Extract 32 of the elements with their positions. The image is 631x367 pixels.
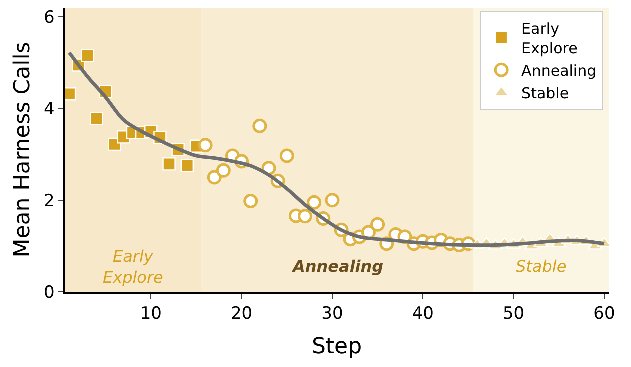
legend-label: Annealing: [522, 62, 597, 80]
legend-label: Early Explore: [522, 20, 578, 58]
y-tick-label: 0: [44, 282, 55, 303]
point: [216, 163, 231, 178]
point: [307, 195, 322, 210]
x-tick-label: 40: [412, 304, 434, 324]
point: [198, 138, 213, 153]
y-axis-title: Mean Harness Calls: [10, 42, 36, 258]
x-tick-label: 10: [140, 304, 162, 324]
point: [298, 209, 313, 224]
point: [207, 170, 222, 185]
y-tick-label: 4: [44, 100, 55, 120]
x-tick-label: 50: [502, 304, 525, 324]
y-tick-label: 6: [44, 8, 55, 28]
point: [325, 193, 340, 208]
point: [252, 118, 268, 134]
point: [280, 148, 294, 164]
x-axis-title: Step: [312, 334, 362, 360]
point: [81, 49, 94, 62]
point: [370, 217, 386, 232]
band-label: Stable: [516, 257, 567, 276]
band-label: Annealing: [291, 257, 384, 276]
legend-label: Stable: [522, 84, 570, 102]
point: [180, 158, 194, 172]
x-tick-label: 30: [322, 304, 344, 324]
band-label: Early Explore: [103, 247, 164, 287]
point: [162, 158, 176, 171]
x-tick-label: 60: [594, 304, 616, 324]
x-tick-label: 20: [230, 304, 253, 324]
point: [244, 194, 258, 209]
point: [90, 112, 104, 126]
y-tick-label: 2: [44, 191, 55, 212]
